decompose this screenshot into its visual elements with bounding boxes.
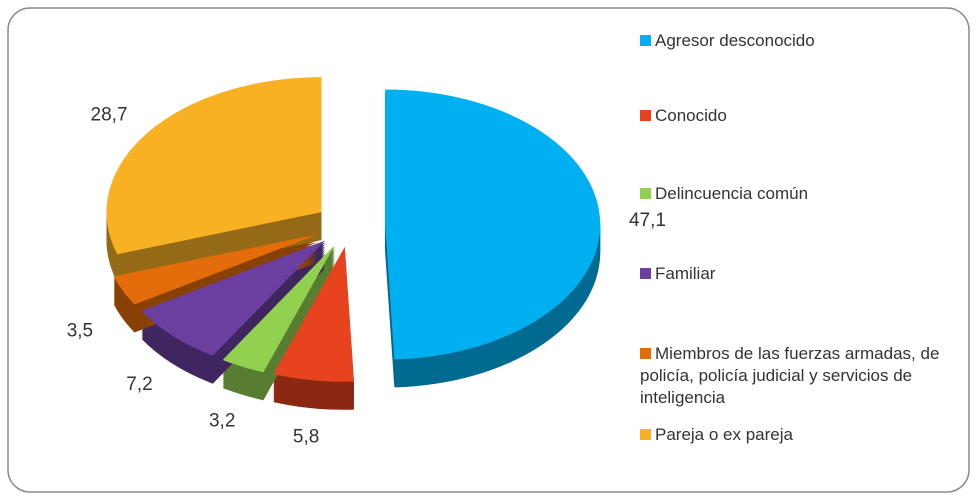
legend-entry: Pareja o ex pareja: [640, 424, 975, 446]
data-label: 28,7: [91, 105, 128, 126]
slice: [385, 89, 601, 360]
data-label: 47,1: [629, 210, 666, 231]
slice: [141, 240, 326, 356]
slice: [113, 234, 319, 305]
legend-swatch: [640, 268, 651, 279]
legend-entry: Familiar: [640, 263, 975, 285]
data-label: 3,5: [67, 320, 93, 341]
legend-label: Miembros de las fuerzas armadas, de poli…: [640, 344, 940, 407]
slice: [222, 244, 335, 373]
legend-swatch: [640, 348, 651, 359]
data-label: 5,8: [293, 427, 319, 448]
legend-entry: Conocido: [640, 105, 975, 127]
legend-entry: Delincuencia común: [640, 183, 975, 205]
slice: [106, 77, 322, 255]
legend-label: Conocido: [655, 106, 727, 125]
legend-entry: Miembros de las fuerzas armadas, de poli…: [640, 343, 975, 409]
legend-label: Agresor desconocido: [655, 31, 815, 50]
legend-label: Familiar: [655, 264, 716, 283]
legend-swatch: [640, 188, 651, 199]
legend-swatch: [640, 429, 651, 440]
legend-swatch: [640, 35, 651, 46]
slice: [273, 246, 354, 382]
data-label: 3,2: [209, 411, 235, 432]
data-label: 7,2: [126, 374, 152, 395]
legend-entry: Agresor desconocido: [640, 30, 975, 52]
legend-label: Delincuencia común: [655, 184, 809, 203]
legend-swatch: [640, 110, 651, 121]
legend-label: Pareja o ex pareja: [655, 425, 793, 444]
